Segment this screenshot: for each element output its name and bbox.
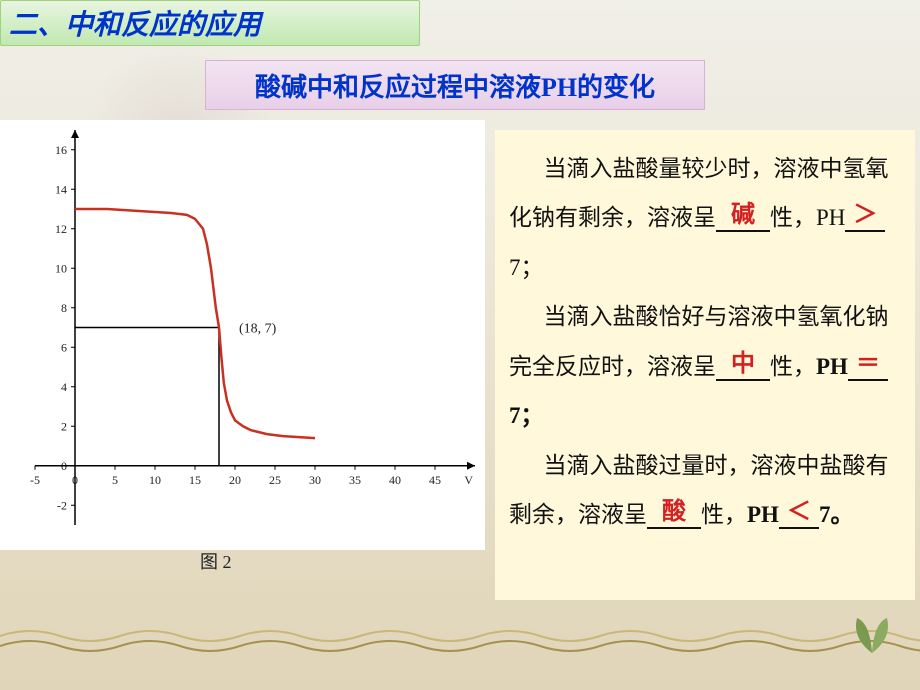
section-title: 二、中和反应的应用	[9, 3, 261, 43]
decorative-wave	[0, 626, 920, 652]
svg-text:10: 10	[149, 473, 161, 487]
p3-text-b: 性，	[701, 502, 747, 527]
svg-text:(18, 7): (18, 7)	[239, 322, 277, 337]
svg-text:25: 25	[269, 473, 281, 487]
svg-text:30: 30	[309, 473, 321, 487]
answer-6: ＜	[787, 499, 811, 525]
answer-2: ＞	[853, 202, 877, 228]
svg-text:16: 16	[55, 143, 67, 157]
p3-ph: PH	[747, 502, 779, 527]
section-title-bar: 二、中和反应的应用	[0, 0, 420, 46]
svg-text:14: 14	[55, 182, 67, 196]
titration-chart: -20246810121416-5051015202530354045V(18,…	[0, 120, 485, 550]
answer-1: 碱	[731, 202, 755, 228]
blank-2: ＞	[845, 206, 885, 232]
svg-text:-5: -5	[30, 473, 40, 487]
p2-ph: PH	[816, 354, 848, 379]
blank-3: 中	[716, 355, 770, 381]
svg-text:15: 15	[189, 473, 201, 487]
blank-6: ＜	[779, 503, 819, 529]
paragraph-1: 当滴入盐酸量较少时，溶液中氢氧化钠有剩余，溶液呈碱性，PH＞7；	[509, 144, 907, 292]
svg-text:12: 12	[55, 222, 67, 236]
paragraph-3: 当滴入盐酸过量时，溶液中盐酸有剩余，溶液呈酸性，PH＜7。	[509, 441, 907, 540]
svg-text:10: 10	[55, 261, 67, 275]
p1-text-b: 性，PH	[770, 205, 845, 230]
p1-text-c: 7；	[509, 255, 544, 280]
p3-text-c: 7。	[819, 502, 854, 527]
p2-text-b: 性，	[770, 354, 816, 379]
svg-text:4: 4	[61, 380, 67, 394]
p2-text-c: 7；	[509, 403, 544, 428]
blank-4: ＝	[848, 355, 888, 381]
subtitle-bar: 酸碱中和反应过程中溶液PH的变化	[205, 60, 705, 110]
svg-text:8: 8	[61, 301, 67, 315]
paragraph-2: 当滴入盐酸恰好与溶液中氢氧化钠完全反应时，溶液呈中性，PH＝7；	[509, 292, 907, 440]
subtitle: 酸碱中和反应过程中溶液PH的变化	[255, 67, 655, 104]
answer-3: 中	[731, 351, 755, 377]
svg-text:2: 2	[61, 419, 67, 433]
svg-text:40: 40	[389, 473, 401, 487]
svg-text:20: 20	[229, 473, 241, 487]
explanation-panel: 当滴入盐酸量较少时，溶液中氢氧化钠有剩余，溶液呈碱性，PH＞7； 当滴入盐酸恰好…	[495, 130, 915, 600]
blank-5: 酸	[647, 503, 701, 529]
blank-1: 碱	[716, 206, 770, 232]
chart-caption: 图 2	[200, 548, 232, 574]
svg-text:-2: -2	[57, 498, 67, 512]
answer-5: 酸	[662, 499, 686, 525]
leaf-icon	[842, 608, 902, 658]
svg-text:5: 5	[112, 473, 118, 487]
svg-text:35: 35	[349, 473, 361, 487]
svg-text:6: 6	[61, 340, 67, 354]
answer-4: ＝	[856, 351, 880, 377]
svg-text:45: 45	[429, 473, 441, 487]
svg-text:V: V	[464, 473, 473, 487]
